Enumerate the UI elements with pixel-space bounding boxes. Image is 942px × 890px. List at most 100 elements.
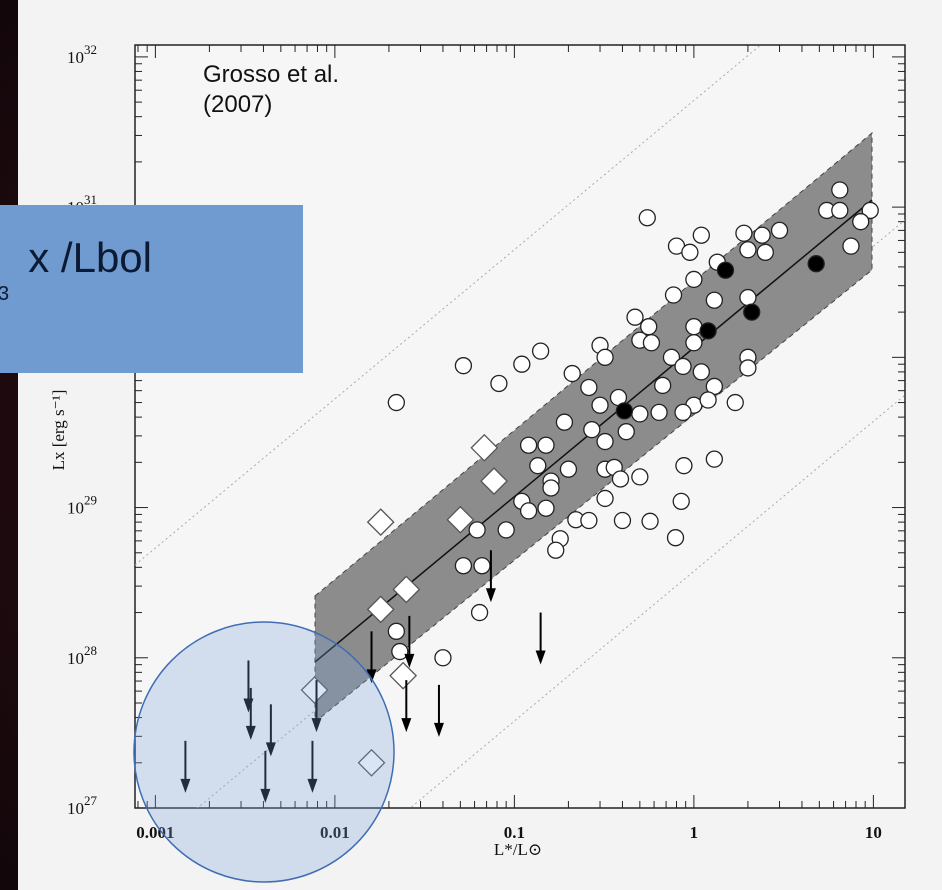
arrow-head	[366, 669, 377, 684]
point	[807, 255, 825, 273]
y-tick-base: 10	[67, 499, 84, 518]
overlay-box	[0, 205, 303, 373]
point	[662, 348, 681, 366]
point	[531, 342, 550, 360]
point	[580, 378, 598, 397]
x-tick-label: 10	[865, 823, 882, 842]
point	[563, 364, 581, 383]
y-tick-label: 1032	[67, 42, 97, 67]
point	[739, 241, 757, 259]
arrow-head	[311, 718, 322, 733]
y-tick-label: 1027	[67, 793, 98, 818]
point	[387, 393, 405, 412]
point	[666, 529, 685, 547]
point	[547, 541, 565, 559]
point	[613, 511, 632, 530]
y-tick-exponent: 32	[84, 42, 97, 57]
point	[537, 499, 555, 517]
point	[519, 436, 538, 454]
point	[468, 521, 486, 539]
point	[631, 468, 649, 486]
point	[580, 511, 598, 530]
point	[654, 376, 672, 395]
point	[672, 492, 690, 510]
point	[726, 393, 744, 412]
point	[692, 363, 710, 381]
point	[650, 403, 668, 422]
arrow-head	[180, 778, 191, 793]
point	[583, 421, 601, 439]
point	[705, 291, 723, 309]
point	[675, 457, 693, 475]
point	[559, 460, 578, 478]
point	[389, 661, 418, 690]
x-axis-label: L*/L⊙	[494, 840, 542, 859]
y-tick-label: 1029	[67, 493, 97, 518]
point	[300, 676, 329, 704]
arrow-head	[265, 742, 276, 757]
point	[591, 396, 609, 414]
upper-limit	[307, 740, 318, 793]
arrow-head	[245, 725, 256, 740]
point	[674, 403, 692, 422]
point	[391, 642, 409, 661]
x-tick-label: 1	[690, 823, 699, 842]
point	[705, 450, 723, 468]
arrow-head	[535, 650, 546, 665]
x-tick-label: 0.01	[320, 823, 350, 842]
point	[513, 355, 531, 373]
point	[529, 457, 547, 475]
point	[641, 512, 659, 530]
data-marks	[180, 181, 879, 803]
point	[480, 467, 508, 496]
point	[716, 261, 735, 279]
upper-limit	[265, 704, 276, 757]
point	[699, 322, 717, 340]
point	[753, 226, 771, 244]
point	[454, 557, 473, 575]
point	[852, 213, 870, 231]
point	[692, 226, 710, 244]
point	[387, 622, 405, 640]
arrow-head	[433, 722, 444, 737]
upper-limit	[404, 615, 415, 668]
y-tick-exponent: 29	[84, 493, 97, 508]
arrow-head	[404, 653, 415, 668]
x-tick-label: 0.1	[504, 823, 525, 842]
upper-limit	[311, 680, 322, 733]
y-axis-label: Lx [erg s⁻¹]	[49, 390, 68, 471]
arrow-head	[307, 778, 318, 793]
point	[861, 201, 879, 220]
point	[392, 575, 421, 604]
annotation: Grosso et al.	[203, 61, 339, 88]
y-tick-base: 10	[67, 649, 84, 668]
point	[739, 288, 757, 307]
point	[681, 243, 699, 261]
point	[631, 405, 649, 423]
point	[831, 181, 849, 199]
highlight-circle	[133, 621, 395, 883]
point	[490, 374, 508, 393]
point	[497, 521, 515, 539]
overlay-subtitle: 3	[0, 283, 9, 305]
dotted-relation	[135, 45, 762, 566]
point	[664, 286, 683, 304]
point	[473, 557, 491, 575]
point	[685, 334, 703, 352]
point	[596, 489, 614, 508]
upper-limit	[433, 684, 444, 737]
point	[611, 470, 630, 488]
upper-limit	[535, 612, 546, 665]
dotted-relation	[409, 394, 905, 808]
upper-limit	[245, 687, 256, 740]
point	[756, 243, 774, 261]
point	[596, 432, 614, 451]
point	[674, 357, 692, 376]
point	[770, 221, 789, 240]
annotation: (2007)	[203, 91, 272, 118]
point	[596, 348, 614, 366]
point	[519, 502, 538, 520]
point	[626, 308, 644, 326]
